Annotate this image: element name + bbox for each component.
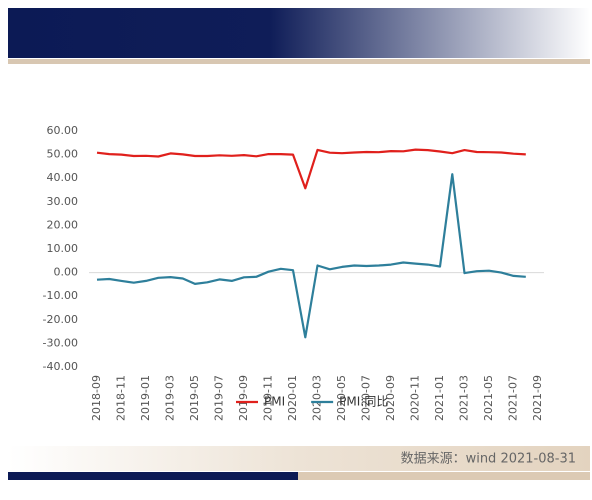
- x-tick-label: 2019-01: [139, 375, 152, 421]
- x-tick-label: 2018-11: [115, 375, 128, 421]
- footer-bar-tan: [298, 472, 590, 480]
- x-tick-label: 2021-03: [458, 375, 471, 421]
- y-tick-label: 0.00: [54, 266, 79, 279]
- x-tick-label: 2021-09: [531, 375, 544, 421]
- y-tick-label: 40.00: [47, 171, 79, 184]
- y-tick-label: -20.00: [43, 313, 78, 326]
- x-tick-label: 2018-09: [90, 375, 103, 421]
- source-note: 数据来源：wind 2021-08-31: [401, 452, 576, 467]
- series-line: [96, 148, 526, 190]
- y-tick-label: 30.00: [47, 195, 79, 208]
- header-banner: [8, 8, 590, 58]
- footer-band: [8, 446, 590, 471]
- x-tick-label: 2020-09: [384, 375, 397, 421]
- x-tick-label: 2020-01: [286, 375, 299, 421]
- x-tick-label: 2021-01: [433, 375, 446, 421]
- y-tick-label: 50.00: [47, 148, 79, 161]
- y-tick-label: -40.00: [43, 360, 78, 373]
- x-tick-label: 2020-07: [360, 375, 373, 421]
- legend-label: PMI:同比: [339, 395, 388, 409]
- x-tick-label: 2020-11: [409, 375, 422, 421]
- header-rule: [8, 59, 590, 64]
- x-tick-label: 2019-09: [237, 375, 250, 421]
- x-tick-label: 2019-07: [213, 375, 226, 421]
- x-tick-label: 2021-07: [507, 375, 520, 421]
- y-tick-label: 10.00: [47, 242, 79, 255]
- x-tick-label: 2019-11: [262, 375, 275, 421]
- x-tick-label: 2020-03: [311, 375, 324, 421]
- y-tick-label: -10.00: [43, 289, 78, 302]
- y-tick-label: -30.00: [43, 336, 78, 349]
- plot: -40.00 -30.00 -20.00 -10.00 0.00 10.00 20.00 30…: [43, 124, 544, 421]
- x-tick-label: 2020-05: [335, 375, 348, 421]
- y-tick-label: 60.00: [47, 124, 79, 137]
- footer-bar: [8, 472, 298, 480]
- series-line: [96, 173, 526, 339]
- x-tick-label: 2021-05: [482, 375, 495, 421]
- y-tick-label: 20.00: [47, 218, 79, 231]
- x-tick-label: 2019-05: [188, 375, 201, 421]
- legend-label: PMI: [264, 395, 285, 409]
- x-tick-label: 2019-03: [164, 375, 177, 421]
